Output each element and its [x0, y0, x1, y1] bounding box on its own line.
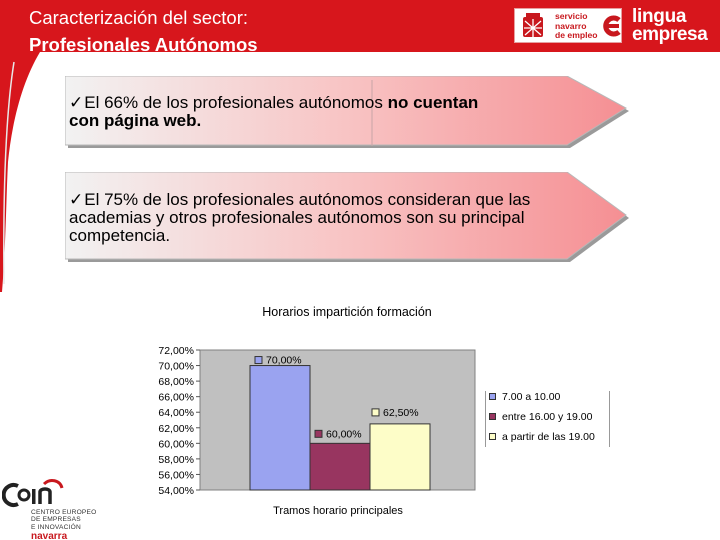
page-subtitle: Profesionales Autónomos	[29, 34, 258, 55]
legend-swatch	[489, 433, 496, 440]
coat-of-arms-icon	[523, 13, 543, 37]
legend-swatch	[489, 393, 496, 400]
arrow-shape	[65, 76, 629, 148]
callout-arrow-1: ✓El 66% de los profesionales autónomos n…	[65, 76, 631, 150]
data-label: 70,00%	[266, 355, 302, 367]
y-tick-label: 60,00%	[158, 438, 194, 450]
checkmark-icon: ✓	[69, 93, 84, 112]
x-axis-label: Tramos horario principales	[273, 505, 403, 517]
callout-arrow-2: ✓El 75% de los profesionales autónomos c…	[65, 172, 631, 264]
callout-text-2: ✓El 75% de los profesionales autónomos c…	[69, 190, 531, 245]
page-title: Caracterización del sector:	[29, 7, 249, 28]
y-tick-label: 64,00%	[158, 407, 194, 419]
bar	[309, 442, 371, 491]
cein-region: navarra	[31, 531, 68, 540]
data-label: 62,50%	[383, 407, 419, 419]
bar	[249, 365, 311, 491]
cein-mark-icon	[2, 479, 64, 507]
y-tick-label: 70,00%	[158, 361, 194, 373]
chart-canvas: Horarios impartición formación 72,00% 70,0…	[158, 305, 476, 517]
chart-title: Horarios impartición formación	[262, 305, 432, 319]
cein-logo-text: CENTRO EUROPEO DE EMPRESAS E INNOVACIÓN	[31, 509, 97, 531]
arrow-shape	[65, 172, 629, 262]
checkmark-icon: ✓	[69, 190, 84, 209]
data-label-swatch	[371, 408, 380, 417]
y-tick-label: 56,00%	[158, 469, 194, 481]
legend-swatch	[489, 413, 496, 420]
data-label-swatch	[254, 356, 263, 365]
y-tick-label: 66,00%	[158, 392, 194, 404]
chart-legend: 7.00 a 10.00 entre 16.00 y 19.00 a parti…	[485, 391, 610, 447]
y-tick-label: 62,00%	[158, 423, 194, 435]
decorative-swoosh	[0, 52, 40, 292]
y-tick-label: 54,00%	[158, 485, 194, 497]
data-label-swatch	[314, 429, 323, 438]
bar	[369, 423, 431, 491]
data-label: 60,00%	[326, 428, 362, 440]
bar-chart: Horarios impartición formación 72,00% 70,0…	[135, 295, 615, 520]
cein-logo: CENTRO EUROPEO DE EMPRESAS E INNOVACIÓN …	[2, 478, 122, 540]
legend-item: entre 16.00 y 19.00	[489, 411, 593, 423]
legend-item: 7.00 a 10.00	[489, 391, 560, 403]
servicio-navarro-empleo-logo: servicio navarro de empleo	[514, 8, 622, 43]
sne-e-mark-icon	[603, 15, 621, 37]
sne-logo-text: servicio navarro de empleo	[555, 11, 598, 41]
callout-text-1: ✓El 66% de los profesionales autónomos n…	[69, 93, 479, 130]
lingua-empresa-logo: lingua empresa	[632, 6, 708, 45]
legend-item: a partir de las 19.00	[489, 431, 595, 443]
y-tick-label: 72,00%	[158, 345, 194, 357]
y-tick-label: 68,00%	[158, 376, 194, 388]
y-tick-label: 58,00%	[158, 454, 194, 466]
